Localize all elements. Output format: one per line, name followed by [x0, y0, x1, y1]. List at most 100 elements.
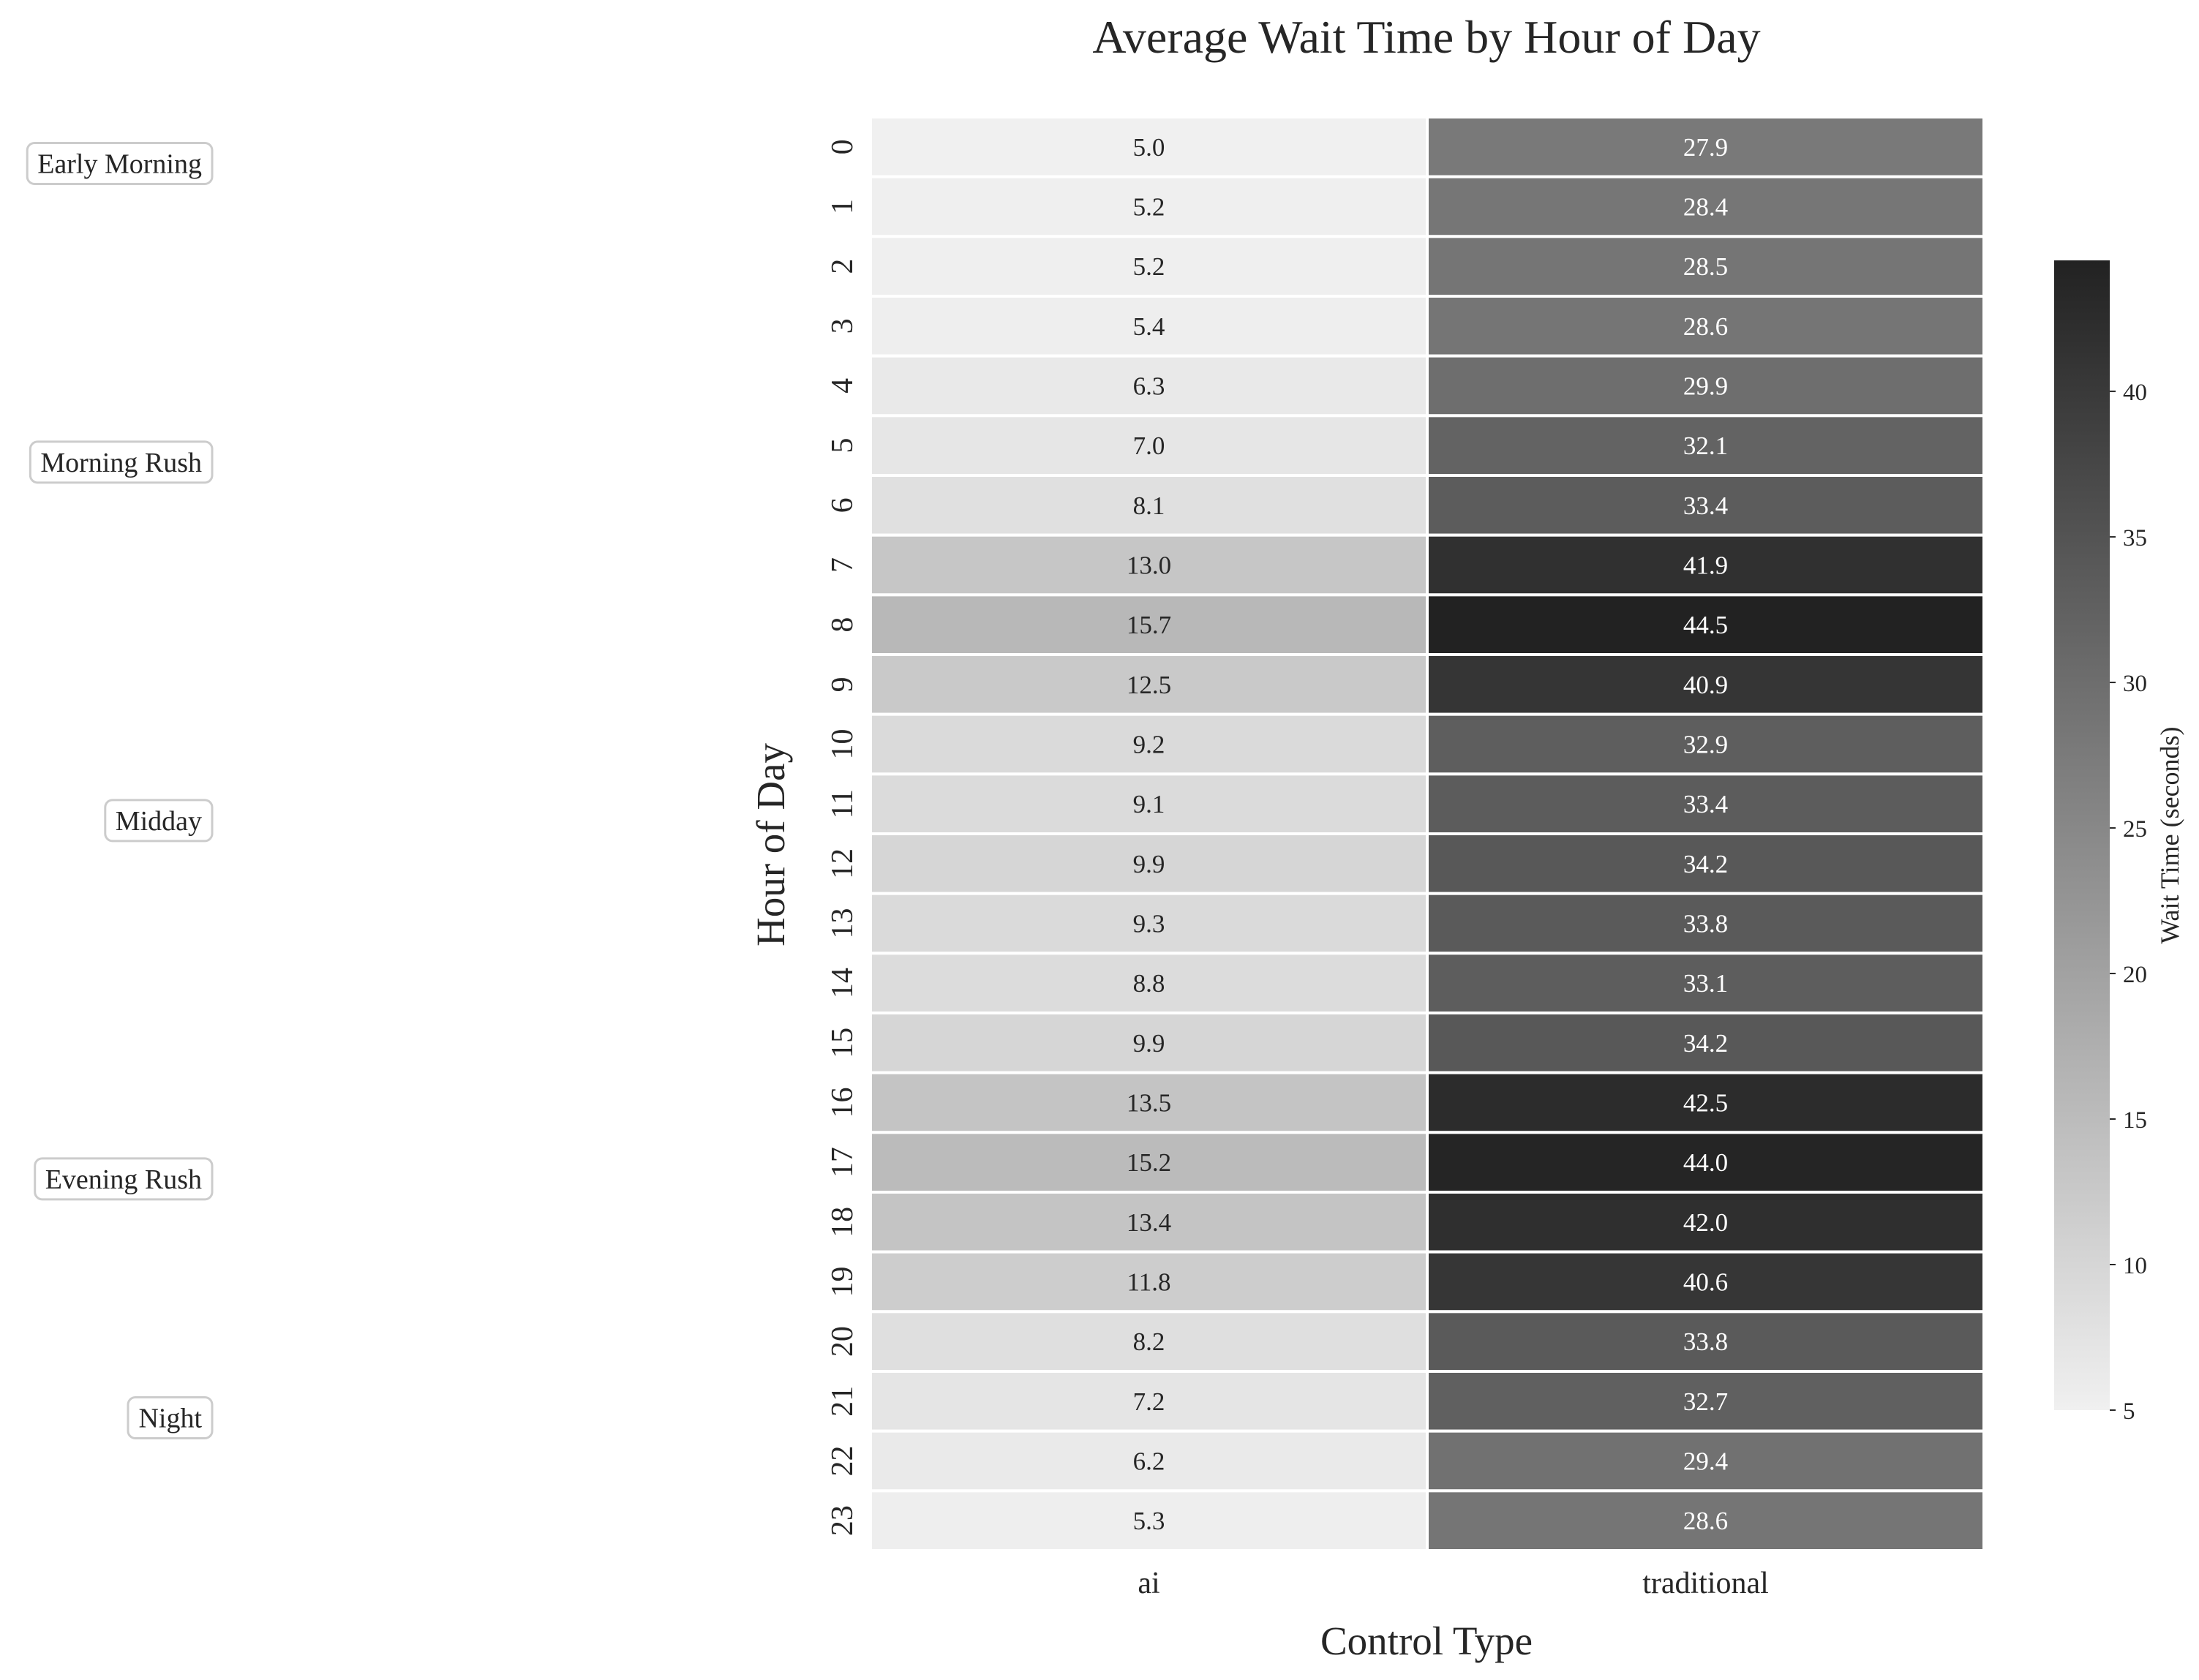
cell-value-label: 33.1: [1683, 969, 1728, 998]
cell-value-label: 13.5: [1127, 1089, 1171, 1118]
heatmap-cell: [1426, 832, 1985, 895]
heatmap-cell: [869, 772, 1429, 836]
cell-value-label: 32.7: [1683, 1387, 1728, 1416]
heatmap-cell: [1426, 952, 1985, 1015]
y-tick-label: 14: [826, 968, 860, 998]
colorbar-tick-labels: 5 10 15 20 25 30 35 40: [2110, 380, 2147, 1425]
y-tick-label: 21: [826, 1386, 860, 1417]
period-annotation-box: [104, 799, 214, 843]
cell-value-label: 42.5: [1683, 1089, 1728, 1118]
cell-value-label: 6.3: [1133, 372, 1165, 401]
heatmap-cell-labels: 5.0 27.9 5.2 28.4 5.2 28.5 5.4 28.6 6.3 29.9 7.0 32…: [1127, 133, 1728, 1535]
colorbar-tick-label: 20: [2123, 962, 2147, 988]
x-axis-title: Control Type: [1320, 1619, 1533, 1663]
cell-value-label: 5.2: [1133, 193, 1165, 222]
cell-value-label: 5.4: [1133, 312, 1165, 341]
y-tick-label: 1: [826, 199, 860, 214]
x-axis-tick-labels: ai traditional: [1138, 1567, 1768, 1600]
cell-value-label: 33.8: [1683, 1327, 1728, 1356]
y-tick-label: 4: [826, 378, 860, 393]
heatmap-cell: [869, 1429, 1429, 1493]
cell-value-label: 29.4: [1683, 1447, 1728, 1476]
period-annotation-box: [127, 1396, 214, 1439]
heatmap-cell: [869, 892, 1429, 955]
y-tick-label: 18: [826, 1207, 860, 1238]
cell-value-label: 8.8: [1133, 969, 1165, 998]
heatmap-cell: [869, 1012, 1429, 1074]
cell-value-label: 7.0: [1133, 432, 1165, 460]
heatmap-cell: [869, 1191, 1429, 1254]
cell-value-label: 13.0: [1127, 551, 1171, 580]
heatmap-cell: [1426, 1429, 1985, 1493]
cell-value-label: 34.2: [1683, 1029, 1728, 1058]
heatmap-cell: [869, 1489, 1429, 1553]
heatmap-cell: [1426, 593, 1985, 656]
period-annotation-box: [26, 142, 214, 185]
cell-value-label: 44.0: [1683, 1148, 1728, 1177]
cell-value-label: 40.6: [1683, 1268, 1728, 1297]
heatmap-cell: [1426, 772, 1985, 836]
heatmap-cells: [869, 116, 1985, 1553]
cell-value-label: 33.4: [1683, 790, 1728, 818]
colorbar-tick-label: 35: [2123, 525, 2147, 551]
cell-value-label: 29.9: [1683, 372, 1728, 401]
cell-value-label: 8.2: [1133, 1327, 1165, 1356]
y-tick-label: 12: [826, 848, 860, 879]
cell-value-label: 9.3: [1133, 910, 1165, 938]
cell-value-label: 28.5: [1683, 252, 1728, 281]
cell-value-label: 33.4: [1683, 491, 1728, 520]
y-tick-label: 5: [826, 438, 860, 453]
cell-value-label: 9.2: [1133, 731, 1165, 759]
period-annotation-box: [34, 1157, 214, 1201]
y-tick-label: 13: [826, 908, 860, 939]
heatmap-cell: [1426, 1310, 1985, 1374]
cell-value-label: 34.2: [1683, 850, 1728, 878]
x-tick-label: traditional: [1642, 1567, 1769, 1600]
y-tick-label: 15: [826, 1028, 860, 1058]
cell-value-label: 27.9: [1683, 133, 1728, 162]
heatmap-cell: [1426, 712, 1985, 776]
cell-value-label: 41.9: [1683, 551, 1728, 580]
period-annotation-label: Night: [138, 1404, 202, 1434]
cell-value-label: 11.8: [1127, 1268, 1171, 1297]
y-tick-label: 10: [826, 729, 860, 760]
heatmap-cell: [869, 712, 1429, 776]
cell-value-label: 13.4: [1127, 1208, 1171, 1237]
cell-value-label: 5.2: [1133, 252, 1165, 281]
cell-value-label: 8.1: [1133, 491, 1165, 520]
colorbar-tick-label: 5: [2123, 1398, 2135, 1425]
y-tick-label: 9: [826, 677, 860, 692]
colorbar-tick-label: 15: [2123, 1107, 2147, 1134]
heatmap-cell: [1426, 235, 1985, 298]
cell-value-label: 15.7: [1127, 611, 1171, 639]
heatmap-cell: [1426, 1370, 1985, 1433]
y-tick-label: 19: [826, 1267, 860, 1297]
cell-value-label: 40.9: [1683, 671, 1728, 699]
cell-value-label: 42.0: [1683, 1208, 1728, 1237]
period-annotation-label: Midday: [116, 806, 202, 837]
x-tick-label: ai: [1138, 1567, 1159, 1600]
cell-value-label: 32.9: [1683, 731, 1728, 759]
period-annotation-box: [29, 440, 214, 484]
heatmap-cell: [1426, 175, 1985, 238]
cell-value-label: 9.9: [1133, 1029, 1165, 1058]
y-tick-label: 22: [826, 1446, 860, 1477]
heatmap-cell: [1426, 1489, 1985, 1553]
cell-value-label: 33.8: [1683, 910, 1728, 938]
heatmap-cell: [1426, 533, 1985, 597]
colorbar: [2054, 260, 2110, 1410]
y-tick-label: 2: [826, 259, 860, 274]
heatmap-cell: [1426, 653, 1985, 716]
cell-value-label: 44.5: [1683, 611, 1728, 639]
y-tick-label: 3: [826, 318, 860, 334]
heatmap-cell: [1426, 295, 1985, 358]
heatmap-cell: [1426, 354, 1985, 418]
colorbar-tick-label: 25: [2123, 816, 2147, 843]
colorbar-tick-label: 10: [2123, 1253, 2147, 1279]
cell-value-label: 7.2: [1133, 1387, 1165, 1416]
cell-value-label: 28.6: [1683, 312, 1728, 341]
cell-value-label: 6.2: [1133, 1447, 1165, 1476]
colorbar-tick-label: 40: [2123, 380, 2147, 406]
